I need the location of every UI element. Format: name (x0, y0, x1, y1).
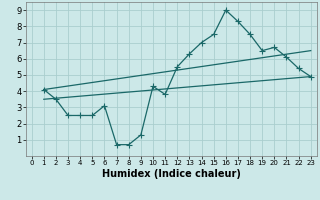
X-axis label: Humidex (Indice chaleur): Humidex (Indice chaleur) (102, 169, 241, 179)
